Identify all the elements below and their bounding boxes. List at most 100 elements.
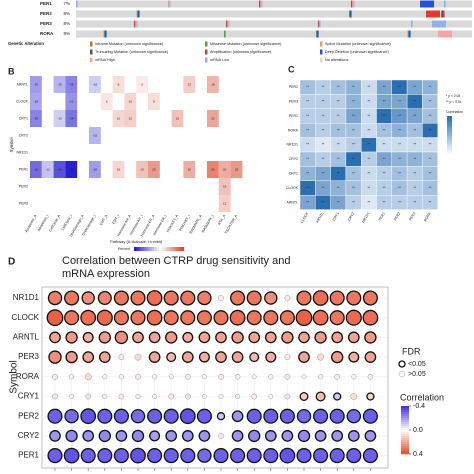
significance-star: **: [413, 186, 416, 190]
oncoprint-cell: [318, 20, 320, 28]
significance-star: **: [306, 114, 309, 118]
oncoprint-cell: [411, 20, 413, 28]
cell-label: 15: [223, 184, 227, 188]
bubble: [362, 309, 379, 326]
legend-label: mRNA High: [95, 58, 115, 62]
oncoprint-cell: [227, 20, 229, 28]
colorbar-tick-label: -0.4: [413, 403, 425, 410]
colorbar-step: [401, 422, 409, 425]
bubble: [49, 430, 61, 442]
oncoprint-cell: [319, 20, 321, 28]
bubble: [80, 309, 97, 326]
oncoprint-cell: [444, 0, 446, 8]
colorbar-step: [447, 128, 452, 132]
chart-title: Correlation between CTRP drug sensitivit…: [62, 255, 291, 280]
bubble: [197, 448, 212, 463]
heatmap-cell: [89, 127, 101, 144]
bubble: [47, 290, 63, 306]
bubble: [301, 374, 307, 380]
bubble: [196, 408, 212, 424]
bubble: [314, 331, 327, 344]
significance-star: **: [352, 143, 355, 147]
y-tick-label: ARNTL: [13, 333, 40, 342]
significance-star: **: [306, 85, 309, 89]
bubble: [251, 374, 257, 380]
cell-label: -15: [57, 82, 62, 86]
bubble: [64, 290, 80, 306]
cell-label: 15: [140, 167, 144, 171]
bubble: [180, 448, 196, 464]
bubble: [114, 330, 129, 345]
bubble: [180, 310, 196, 326]
bubble: [130, 310, 146, 326]
cell-label: -30: [34, 167, 39, 171]
bubble: [64, 310, 80, 326]
heatmap-cell: [30, 110, 42, 127]
bubble: [196, 310, 212, 326]
colorbar-step: [401, 414, 409, 417]
bubble: [284, 393, 291, 400]
cell-label: -18: [34, 99, 39, 103]
significance-star: **: [413, 85, 416, 89]
bubble: [364, 430, 377, 442]
bubble: [82, 331, 94, 343]
bubble: [115, 430, 128, 442]
bubble: [366, 392, 375, 401]
column-label: CLOCK: [300, 211, 310, 224]
colorbar-step: [401, 412, 409, 415]
cell-label: -10: [57, 116, 62, 120]
oncoprint-cell: [137, 10, 139, 18]
column-label: CRY1: [332, 212, 340, 222]
significance-star: **: [398, 200, 401, 204]
colorbar-step: [174, 247, 177, 251]
heatmap-cell: [171, 110, 184, 127]
panel-letter: B: [8, 66, 15, 76]
significance-star: **: [383, 200, 386, 204]
heatmap-cell: [230, 161, 243, 178]
colorbar-step: [141, 247, 145, 251]
bubble: [118, 354, 125, 361]
oncoprint-cell: [426, 10, 440, 18]
bubble: [47, 448, 63, 464]
row-label: CRY1: [289, 172, 298, 176]
oncoprint-cell: [353, 0, 355, 8]
colorbar-step: [401, 424, 409, 427]
significance-star: **: [337, 114, 340, 118]
oncoprint-cell: [260, 0, 262, 8]
bubble: [102, 393, 108, 400]
bubble: [362, 448, 378, 464]
colorbar-step: [447, 123, 452, 127]
significance-star: **: [413, 128, 416, 132]
bubble: [52, 393, 58, 400]
colorbar-step: [401, 426, 409, 429]
oncoprint-cell: [438, 30, 452, 38]
bubble: [130, 290, 146, 306]
significance-star: **: [383, 100, 386, 104]
significance-star: **: [337, 143, 340, 147]
significance-star: **: [337, 172, 340, 176]
bubble: [317, 353, 325, 361]
oncoprint-cell: [226, 20, 228, 28]
bubble: [146, 290, 163, 306]
bubble: [218, 295, 224, 301]
bubble: [85, 393, 92, 400]
heatmap-cell: [183, 76, 196, 93]
colorbar-step: [179, 247, 182, 251]
legend-label: Inframe Mutation (unknown significance): [95, 42, 164, 46]
bubble: [248, 331, 261, 344]
bubble: [312, 290, 329, 306]
colorbar-step: [401, 436, 409, 439]
heatmap-cell: [124, 93, 137, 110]
significance-star: **: [337, 157, 340, 161]
oncoprint-cell: [76, 0, 78, 8]
bubble: [69, 374, 75, 380]
significance-star: **: [413, 143, 416, 147]
legend-note: * p < 0.05: [446, 94, 460, 98]
significance-star: **: [322, 143, 325, 147]
colorbar-step: [401, 420, 409, 423]
colorbar-step: [401, 434, 409, 437]
bubble: [231, 410, 244, 423]
significance-star: **: [306, 172, 309, 176]
colorbar-tick-label: 0.0: [413, 427, 423, 434]
significance-star: **: [306, 143, 309, 147]
